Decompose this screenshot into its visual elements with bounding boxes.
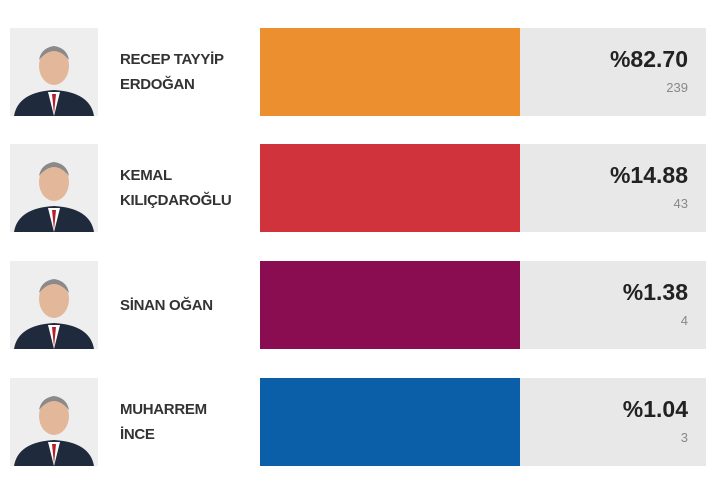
- name-line: SİNAN OĞAN: [120, 296, 213, 314]
- name-line: ERDOĞAN: [120, 76, 195, 93]
- candidate-name: KEMAL KILIÇDAROĞLU: [120, 144, 255, 232]
- candidate-photo: [10, 144, 98, 232]
- vote-percent: %1.38: [622, 279, 688, 305]
- name-line: MUHARREM: [120, 401, 207, 418]
- vote-percent: %14.88: [609, 162, 688, 188]
- vote-count: 239: [666, 80, 688, 95]
- candidate-name: SİNAN OĞAN: [120, 261, 255, 349]
- name-line: KEMAL: [120, 167, 172, 184]
- candidate-name: RECEP TAYYİP ERDOĞAN: [120, 28, 255, 116]
- candidate-photo: [10, 378, 98, 466]
- candidate-row: RECEP TAYYİP ERDOĞAN %82.70 239: [0, 28, 722, 116]
- candidate-photo: [10, 261, 98, 349]
- vote-count: 4: [680, 313, 688, 328]
- vote-percent: %1.04: [622, 396, 688, 422]
- candidate-photo: [10, 28, 98, 116]
- result-panel: %14.88 43: [520, 144, 706, 232]
- candidate-row: KEMAL KILIÇDAROĞLU %14.88 43: [0, 144, 722, 232]
- vote-percent: %82.70: [609, 46, 688, 72]
- result-panel: %1.38 4: [520, 261, 706, 349]
- candidate-name: MUHARREM İNCE: [120, 378, 255, 466]
- result-panel: %82.70 239: [520, 28, 706, 116]
- vote-count: 43: [673, 196, 688, 211]
- name-line: KILIÇDAROĞLU: [120, 192, 232, 209]
- party-color-block: [260, 261, 520, 349]
- name-line: RECEP TAYYİP: [120, 51, 224, 68]
- vote-count: 3: [680, 430, 688, 445]
- party-color-block: [260, 28, 520, 116]
- party-color-block: [260, 144, 520, 232]
- candidate-row: MUHARREM İNCE %1.04 3: [0, 378, 722, 466]
- result-panel: %1.04 3: [520, 378, 706, 466]
- candidate-row: SİNAN OĞAN %1.38 4: [0, 261, 722, 349]
- name-line: İNCE: [120, 426, 155, 443]
- party-color-block: [260, 378, 520, 466]
